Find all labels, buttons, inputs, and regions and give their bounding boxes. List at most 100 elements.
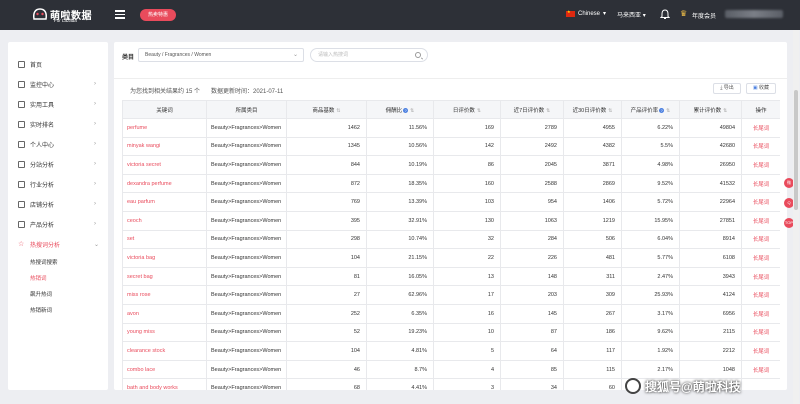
menu-toggle-icon[interactable] [115,10,125,19]
table-cell: 872 [286,173,367,194]
chevron-down-icon: ⌄ [94,241,100,248]
language-selector[interactable]: Chinese ▾ [566,9,606,17]
column-header[interactable]: 累计评价数 ⇅ [679,100,742,119]
table-cell: 34 [500,378,564,390]
sidebar-item-shop[interactable]: 店铺分析 › [8,194,108,214]
bell-icon[interactable] [660,9,670,20]
sort-icon[interactable]: ⇅ [336,107,341,114]
sohu-logo-icon [625,378,641,394]
search-icon[interactable] [415,52,421,58]
longtail-link[interactable]: 长尾词 [741,248,780,268]
category-select[interactable]: Beauty / Fragrances / Women ⌄ [138,48,304,62]
longtail-link[interactable]: 长尾词 [741,229,780,250]
sidebar-item-tools[interactable]: 实用工具 › [8,94,108,114]
longtail-link[interactable]: 长尾词 [741,118,780,138]
sidebar-item-home[interactable]: 首页 [8,54,108,74]
keyword-link[interactable]: perfume [122,118,207,138]
sidebar-subitem-rising-words[interactable]: 飙升热词 [30,292,53,298]
table-body: perfume Beauty>Fragrances>Women 1462 11.56%… [122,118,780,390]
longtail-link[interactable]: 长尾词 [741,210,780,231]
table-cell: 769 [286,192,367,212]
longtail-link[interactable]: 长尾词 [741,341,780,361]
longtail-link[interactable] [741,378,780,390]
table-cell: 2.47% [621,266,680,287]
keyword-link[interactable]: bath and body works [122,378,207,390]
longtail-link[interactable]: 长尾词 [741,266,780,287]
keyword-link[interactable]: ceoch [122,210,207,231]
longtail-link[interactable]: 长尾词 [741,322,780,343]
membership-label[interactable]: 年度会员 [692,14,717,20]
keyword-link[interactable]: clearance stock [122,341,207,361]
table-cell: 85 [500,359,564,380]
back-to-top-icon[interactable]: TOP [784,218,794,228]
keyword-link[interactable]: minyak wangi [122,136,207,157]
table-cell: 26950 [679,155,742,175]
sort-icon[interactable]: ⇅ [723,107,728,114]
table-row: secret bag Beauty>Fragrances>Women 81 16.05… [122,266,780,287]
sidebar-item-hotwords[interactable]: ☆ 热搜词分析 ⌄ [8,234,108,254]
table-cell: 41532 [679,173,742,194]
table-cell: 117 [563,341,622,361]
keyword-link[interactable]: miss rose [122,285,207,305]
help-icon[interactable]: ? [659,107,665,113]
keyword-link[interactable]: combo lace [122,359,207,380]
sidebar-item-ranking[interactable]: 实时排名 › [8,114,108,134]
sort-icon[interactable]: ⇅ [476,107,482,114]
promo-button[interactable]: 热卖特惠 [140,9,176,21]
sidebar-item-label: 实时排名 [30,122,55,129]
column-header[interactable]: 近30日评价数 ⇅ [563,100,622,119]
keyword-link[interactable]: eau parfum [122,192,207,212]
wechat-icon[interactable]: 微 [784,178,794,188]
keyword-link[interactable]: secret bag [122,266,207,287]
longtail-link[interactable]: 长尾词 [741,303,780,324]
region-selector[interactable]: 马来西亚 ▾ [617,10,646,19]
sidebar-item-site[interactable]: 分站分析 › [8,154,108,174]
export-button[interactable]: ⤓ 导出 [713,83,741,94]
help-icon[interactable]: ? [403,107,409,113]
collect-button[interactable]: ▣ 收藏 [746,83,776,94]
account-name-blurred[interactable] [725,10,783,18]
keyword-search-input[interactable]: 请输入热搜词 [310,48,428,62]
qq-icon[interactable]: Q [784,198,794,208]
table-cell: Beauty>Fragrances>Women [206,378,287,390]
longtail-link[interactable]: 长尾词 [741,136,780,157]
tools-icon [18,100,25,108]
column-header[interactable]: 日评价数 ⇅ [433,100,501,119]
table-cell: 4.81% [366,341,434,361]
longtail-link[interactable]: 长尾词 [741,155,780,175]
keyword-link[interactable]: dexandra perfume [122,173,207,194]
table-cell: 203 [500,285,564,305]
longtail-link[interactable]: 长尾词 [741,192,780,212]
china-flag-icon [566,9,575,17]
sidebar-subitem-hot-sale-words[interactable]: 热销词 [30,276,47,282]
logo[interactable]: 萌啦数据 For Lazada [32,5,112,25]
keyword-link[interactable]: set [122,229,207,250]
sidebar-subitem-new-words[interactable]: 热销新词 [30,308,53,314]
column-header[interactable]: 商品基数 ⇅ [286,100,367,119]
chevron-right-icon: › [94,201,96,207]
longtail-link[interactable]: 长尾词 [741,285,780,305]
keyword-link[interactable]: victoria bag [122,248,207,268]
sort-icon[interactable]: ⇅ [410,107,415,114]
sidebar-item-label: 店铺分析 [30,202,55,209]
longtail-link[interactable]: 长尾词 [741,173,780,194]
sidebar-subitem-hotword-search[interactable]: 热搜词搜索 [30,260,58,266]
sidebar-item-user[interactable]: 个人中心 › [8,134,108,154]
longtail-link[interactable]: 长尾词 [741,359,780,380]
column-header[interactable]: 产品评价率? ⇅ [621,100,680,119]
keyword-link[interactable]: victoria secret [122,155,207,175]
column-header[interactable]: 佣酬比? ⇅ [366,100,434,119]
table-cell: 186 [563,322,622,343]
sidebar-item-industry[interactable]: 行业分析 › [8,174,108,194]
sort-icon[interactable]: ⇅ [546,107,551,114]
scroll-thumb[interactable] [794,90,798,210]
keyword-link[interactable]: avon [122,303,207,324]
sort-icon[interactable]: ⇅ [666,107,671,114]
table-cell: Beauty>Fragrances>Women [206,322,287,343]
column-header[interactable]: 近7日评价数 ⇅ [500,100,564,119]
sidebar-item-product[interactable]: 产品分析 › [8,214,108,234]
keyword-link[interactable]: young miss [122,322,207,343]
sidebar-item-monitor[interactable]: 监控中心 › [8,74,108,94]
page-scrollbar[interactable] [793,30,799,404]
sort-icon[interactable]: ⇅ [608,107,613,114]
